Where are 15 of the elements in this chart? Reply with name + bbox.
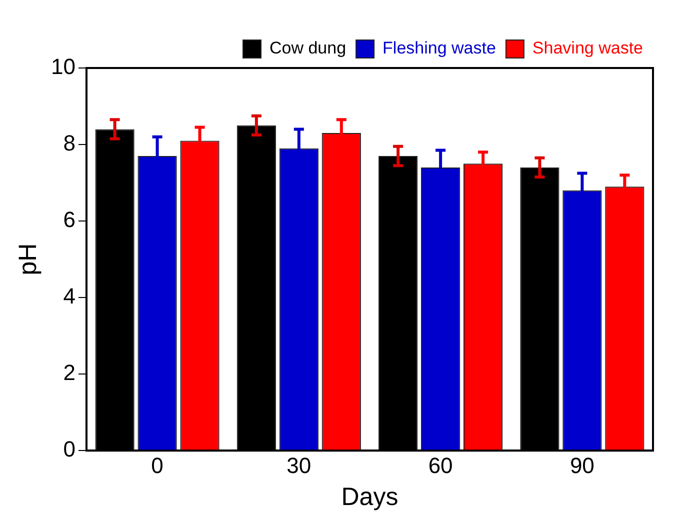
x-tick-label: 60 [428, 452, 453, 478]
y-tick-label: 6 [63, 207, 76, 232]
y-tick-label: 4 [63, 284, 76, 309]
legend-label: Cow dung [269, 38, 346, 58]
x-axis-title: Days [341, 482, 398, 511]
y-axis-title: pH [14, 243, 42, 276]
legend-label: Fleshing waste [382, 38, 496, 58]
y-tick-label: 2 [63, 360, 76, 386]
x-tick-label: 0 [151, 452, 164, 478]
legend-label: Shaving waste [532, 38, 644, 58]
y-tick-label: 8 [63, 130, 76, 156]
x-tick-label: 90 [570, 452, 594, 478]
y-tick-label: 10 [50, 54, 76, 80]
y-tick-label: 0 [63, 436, 76, 462]
x-tick-label: 30 [286, 452, 312, 478]
